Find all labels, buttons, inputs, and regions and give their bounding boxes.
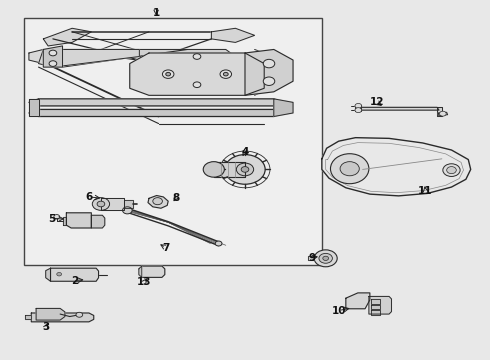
Polygon shape: [43, 46, 63, 67]
Circle shape: [443, 164, 460, 176]
Circle shape: [92, 198, 110, 210]
Polygon shape: [322, 138, 471, 196]
Circle shape: [49, 50, 57, 56]
Polygon shape: [139, 266, 142, 277]
Polygon shape: [214, 162, 245, 177]
Text: 12: 12: [370, 98, 384, 107]
Polygon shape: [101, 198, 124, 210]
Polygon shape: [130, 53, 264, 95]
Polygon shape: [39, 49, 139, 67]
Circle shape: [76, 312, 83, 317]
Polygon shape: [43, 28, 91, 46]
Polygon shape: [148, 195, 168, 208]
Polygon shape: [50, 268, 98, 281]
Circle shape: [203, 162, 224, 177]
Polygon shape: [91, 215, 105, 228]
Text: 7: 7: [162, 243, 170, 253]
Circle shape: [215, 241, 222, 246]
Circle shape: [54, 215, 60, 219]
Polygon shape: [274, 99, 293, 117]
Text: 8: 8: [172, 193, 179, 203]
Circle shape: [340, 162, 359, 176]
Polygon shape: [355, 105, 361, 111]
Circle shape: [236, 163, 254, 176]
Polygon shape: [439, 112, 448, 116]
Polygon shape: [36, 309, 65, 320]
Text: 10: 10: [331, 306, 346, 315]
Polygon shape: [124, 201, 133, 207]
Polygon shape: [29, 109, 283, 117]
Circle shape: [241, 167, 249, 172]
Circle shape: [97, 201, 105, 207]
Circle shape: [49, 61, 57, 66]
Circle shape: [355, 108, 362, 113]
Circle shape: [263, 59, 275, 68]
Text: 6: 6: [85, 192, 93, 202]
Circle shape: [153, 198, 162, 205]
Circle shape: [263, 77, 275, 85]
Polygon shape: [46, 268, 50, 281]
Circle shape: [223, 72, 228, 76]
Polygon shape: [437, 107, 442, 117]
Circle shape: [220, 70, 232, 78]
Text: 11: 11: [418, 186, 433, 196]
Circle shape: [193, 54, 201, 59]
Polygon shape: [29, 49, 53, 64]
Text: 9: 9: [309, 253, 316, 262]
Circle shape: [122, 207, 132, 214]
Circle shape: [166, 72, 171, 76]
Polygon shape: [308, 256, 314, 260]
Text: 3: 3: [42, 323, 49, 333]
Polygon shape: [139, 266, 165, 277]
FancyBboxPatch shape: [24, 18, 322, 265]
Ellipse shape: [330, 154, 369, 184]
Polygon shape: [24, 315, 31, 319]
Text: 2: 2: [71, 275, 78, 285]
Polygon shape: [245, 49, 293, 95]
Polygon shape: [31, 313, 94, 322]
Polygon shape: [371, 305, 380, 310]
Circle shape: [225, 154, 265, 184]
Polygon shape: [371, 299, 380, 304]
Polygon shape: [371, 310, 380, 315]
Polygon shape: [29, 99, 283, 106]
Polygon shape: [211, 28, 255, 42]
Circle shape: [162, 70, 174, 78]
Text: 4: 4: [241, 147, 249, 157]
Polygon shape: [29, 99, 39, 117]
Polygon shape: [369, 296, 392, 314]
Circle shape: [57, 273, 62, 276]
Polygon shape: [346, 293, 370, 309]
Circle shape: [447, 167, 456, 174]
Polygon shape: [63, 217, 66, 225]
Circle shape: [319, 253, 332, 263]
Circle shape: [440, 111, 446, 116]
Text: 5: 5: [49, 214, 55, 224]
Polygon shape: [360, 107, 439, 110]
Circle shape: [355, 103, 362, 108]
Circle shape: [314, 250, 337, 267]
Text: 1: 1: [152, 8, 160, 18]
Circle shape: [323, 256, 329, 260]
Circle shape: [193, 82, 201, 87]
Text: 13: 13: [137, 277, 151, 287]
Polygon shape: [53, 49, 235, 57]
Polygon shape: [66, 213, 91, 228]
